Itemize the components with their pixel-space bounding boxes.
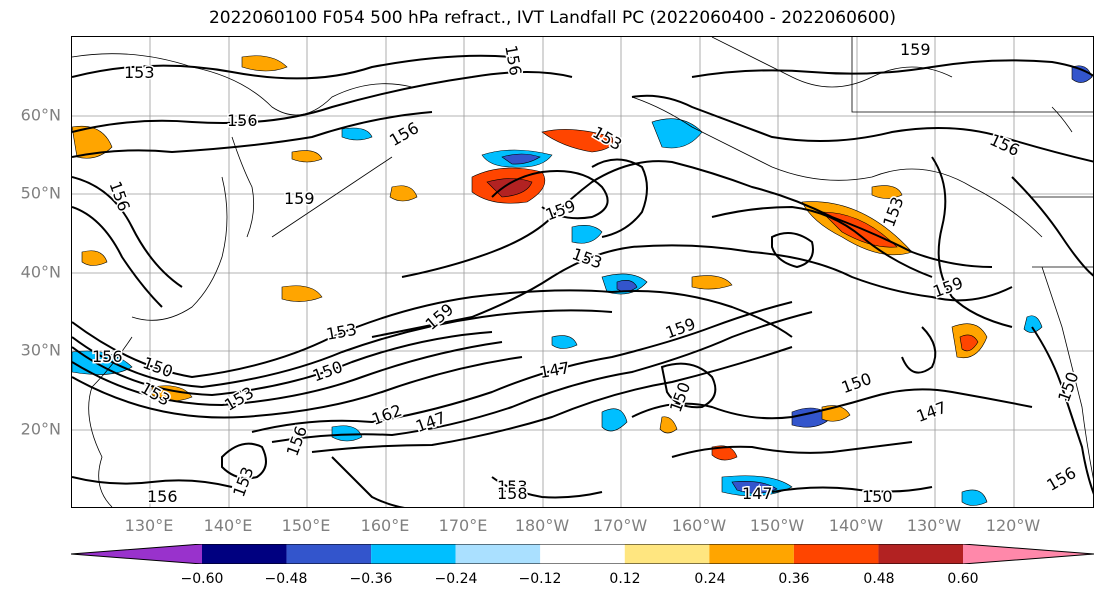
lat-label-60n: 60°N bbox=[20, 105, 61, 125]
contour-label: 156 bbox=[92, 347, 123, 366]
contour-label: 156 bbox=[106, 179, 134, 214]
contour-label: 159 bbox=[930, 273, 965, 301]
contour-label: 162 bbox=[369, 401, 404, 429]
colorbar-tick: 0.60 bbox=[947, 571, 979, 587]
contour-label: 156 bbox=[227, 111, 258, 130]
lon-label-120w: 120°W bbox=[985, 516, 1041, 535]
contour-label: 156 bbox=[987, 130, 1023, 160]
lon-label-170e: 170°E bbox=[438, 516, 488, 535]
lon-label-130w: 130°W bbox=[906, 516, 962, 535]
contour-labels: 153 156 159 156 156 153 156 153 150 159 … bbox=[91, 39, 1084, 508]
colorbar-tick: −0.48 bbox=[264, 571, 308, 587]
lon-label-160w: 160°W bbox=[671, 516, 727, 535]
lon-label-140w: 140°W bbox=[828, 516, 884, 535]
colorbar-segment bbox=[793, 544, 879, 564]
contour-label: 159 bbox=[543, 196, 578, 224]
colorbar-segment bbox=[624, 544, 710, 564]
contour-label: 150 bbox=[862, 487, 893, 506]
colorbar-tick: −0.12 bbox=[518, 571, 562, 587]
colorbar-segment bbox=[286, 544, 372, 564]
contour-label: 147 bbox=[742, 484, 773, 503]
contour-label: 159 bbox=[900, 40, 931, 59]
lon-label-130e: 130°E bbox=[124, 516, 174, 535]
colorbar-tick: −0.24 bbox=[434, 571, 478, 587]
contour-label: 159 bbox=[663, 314, 698, 342]
colorbar-segment bbox=[709, 544, 794, 564]
lon-label-180w: 180°W bbox=[514, 516, 570, 535]
contour-label: 158 bbox=[497, 484, 528, 503]
lat-label-30n: 30°N bbox=[20, 340, 61, 360]
contour-label: 150 bbox=[666, 380, 694, 415]
map-canvas: 153 156 159 156 156 153 156 153 150 159 … bbox=[72, 37, 1093, 508]
contour-label: 156 bbox=[386, 118, 422, 150]
coastlines bbox=[72, 37, 1093, 507]
lat-label-40n: 40°N bbox=[20, 262, 61, 282]
contour-label: 153 bbox=[497, 477, 528, 496]
contour-label: 147 bbox=[914, 398, 949, 426]
contour-label: 147 bbox=[538, 358, 571, 382]
contour-lines bbox=[72, 54, 1093, 507]
colorbar-tick: 0.12 bbox=[609, 571, 641, 587]
colorbar-segment bbox=[455, 544, 541, 564]
lon-label-140e: 140°E bbox=[203, 516, 253, 535]
colorbar-segment bbox=[540, 544, 625, 564]
lon-label-150w: 150°W bbox=[749, 516, 805, 535]
contour-label: 153 bbox=[879, 194, 907, 229]
contour-label: 153 bbox=[325, 320, 358, 344]
contour-label: 156 bbox=[1043, 463, 1079, 495]
colorbar-segment bbox=[71, 544, 202, 564]
map-panel: 153 156 159 156 156 153 156 153 150 159 … bbox=[71, 36, 1094, 508]
contour-label: 153 bbox=[221, 383, 257, 415]
colorbar bbox=[71, 544, 1094, 564]
colorbar-tick: 0.48 bbox=[863, 571, 895, 587]
lat-label-50n: 50°N bbox=[20, 183, 61, 203]
graticule bbox=[72, 37, 1093, 507]
contour-label: 153 bbox=[229, 464, 257, 499]
colorbar-segment bbox=[878, 544, 963, 564]
contour-label: 153 bbox=[570, 244, 605, 272]
lon-label-160e: 160°E bbox=[360, 516, 410, 535]
colorbar-tick: −0.36 bbox=[349, 571, 393, 587]
contour-label: 156 bbox=[147, 487, 178, 506]
lon-label-150e: 150°E bbox=[281, 516, 331, 535]
colorbar-tick: 0.36 bbox=[778, 571, 810, 587]
contour-label: 159 bbox=[284, 189, 315, 208]
contour-label: 150 bbox=[140, 353, 175, 381]
colorbar-segment bbox=[371, 544, 456, 564]
lat-label-20n: 20°N bbox=[20, 419, 61, 439]
contour-label: 150 bbox=[839, 369, 874, 397]
colorbar-segment bbox=[963, 544, 1094, 564]
lon-label-170w: 170°W bbox=[592, 516, 648, 535]
figure-title: 2022060100 F054 500 hPa refract., IVT La… bbox=[208, 8, 896, 28]
colorbar-segment bbox=[202, 544, 287, 564]
colorbar-tick: −0.60 bbox=[180, 571, 224, 587]
colorbar-tick: 0.24 bbox=[694, 571, 726, 587]
contour-label: 153 bbox=[124, 63, 155, 82]
